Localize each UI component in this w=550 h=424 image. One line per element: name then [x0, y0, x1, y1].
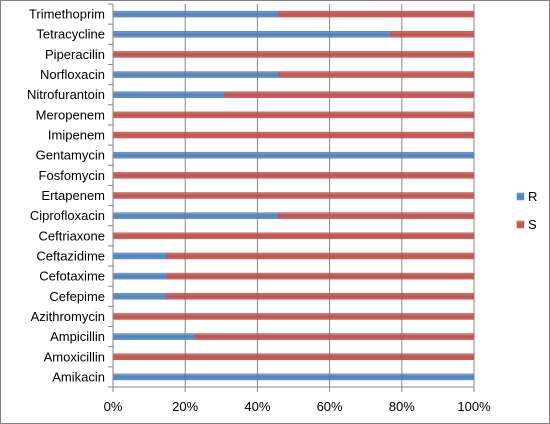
bar-r-tetracycline [112, 30, 392, 38]
bar-s-ertapenem [112, 192, 475, 199]
bar-s-nitrofurantoin [224, 91, 475, 98]
x-tick-label: 80% [389, 399, 415, 414]
bar-r-ciprofloxacin [112, 212, 280, 219]
category-label: Azithromycin [31, 309, 105, 324]
category-label: Ampicillin [50, 329, 105, 344]
bar-r-ampicillin [112, 333, 197, 340]
x-tick-label: 40% [244, 399, 270, 414]
category-label: Ceftazidime [36, 248, 105, 263]
bar-s-tetracycline [390, 30, 475, 38]
legend-swatch-r [516, 192, 525, 201]
bar-s-norfloxacin [278, 71, 475, 78]
bar-s-fosfomycin [112, 172, 475, 179]
category-label: Ciprofloxacin [30, 208, 105, 223]
category-label: Ceftriaxone [39, 228, 105, 243]
bars [112, 10, 475, 381]
bar-r-nitrofurantoin [112, 91, 226, 98]
category-label: Amikacin [52, 369, 105, 384]
bar-s-cefotaxime [166, 272, 475, 280]
category-labels: Trimethoprim Tetracycline Piperacilin Norfl… [27, 7, 105, 385]
bar-r-gentamycin [112, 151, 475, 159]
bar-s-trimethoprim [278, 10, 475, 18]
bar-s-amoxicillin [112, 353, 475, 361]
category-label: Meropenem [36, 107, 105, 122]
bar-s-ceftazidime [166, 252, 475, 260]
category-label: Nitrofurantoin [27, 87, 105, 102]
category-label: Cefotaxime [39, 269, 105, 284]
legend-label-r: R [528, 189, 537, 204]
bar-r-ceftazidime [112, 252, 168, 260]
category-label: Tetracycline [36, 27, 105, 42]
bar-s-azithromycin [112, 313, 475, 320]
x-tick-label: 0% [104, 399, 123, 414]
x-tick-label: 20% [172, 399, 198, 414]
bar-s-ampicillin [195, 333, 475, 340]
bar-s-meropenem [112, 111, 475, 119]
x-tick-label: 60% [317, 399, 343, 414]
category-label: Cefepime [49, 289, 105, 304]
category-label: Amoxicillin [44, 349, 105, 364]
bar-s-imipenem [112, 131, 475, 139]
bar-s-cefepime [166, 293, 475, 300]
category-label: Ertapenem [41, 188, 105, 203]
bar-s-piperacilin [112, 51, 475, 58]
category-label: Norfloxacin [40, 67, 105, 82]
bar-r-cefotaxime [112, 272, 168, 280]
bar-r-norfloxacin [112, 71, 280, 78]
bar-r-cefepime [112, 293, 168, 300]
bar-s-ciprofloxacin [278, 212, 475, 219]
category-label: Gentamycin [36, 148, 105, 163]
legend: RS [516, 189, 537, 232]
category-label: Trimethoprim [29, 7, 105, 22]
bar-s-ceftriaxone [112, 232, 475, 240]
x-tick-labels: 0% 20% 40% 60% 80% 100% [104, 399, 491, 414]
category-label: Fosfomycin [39, 168, 105, 183]
legend-label-s: S [528, 217, 537, 232]
bar-r-trimethoprim [112, 10, 280, 18]
legend-swatch-s [516, 220, 525, 229]
category-label: Piperacilin [45, 47, 105, 62]
x-tick-label: 100% [457, 399, 491, 414]
bar-r-amikacin [112, 373, 475, 381]
category-label: Imipenem [48, 128, 105, 143]
axes [108, 3, 475, 392]
